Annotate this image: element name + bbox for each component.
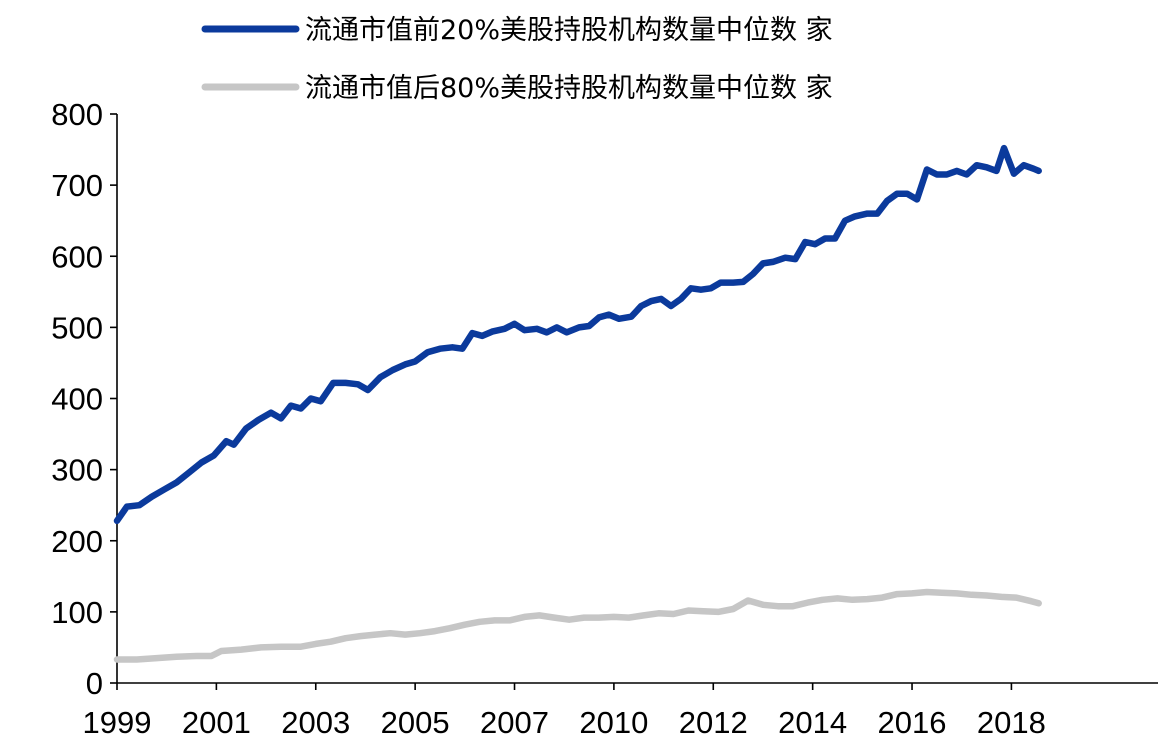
series-line-bottom80 [113, 588, 1042, 663]
x-tick-label: 2005 [381, 705, 450, 740]
series-line-top20 [113, 144, 1042, 525]
x-tick-label: 2014 [778, 705, 847, 740]
y-tick-label: 500 [51, 310, 103, 345]
legend: 流通市值前20%美股持股机构数量中位数 家 流通市值后80%美股持股机构数量中位… [201, 15, 833, 104]
series-lines [113, 144, 1042, 663]
y-tick-label: 100 [51, 595, 103, 630]
y-tick-label: 400 [51, 382, 103, 417]
y-tick-label: 200 [51, 524, 103, 559]
y-tick-label: 0 [86, 666, 103, 701]
y-tick-label: 600 [51, 239, 103, 274]
x-tick-label: 2010 [579, 705, 648, 740]
x-tick-label: 2018 [977, 705, 1046, 740]
legend-label-bottom80: 流通市值后80%美股持股机构数量中位数 家 [305, 73, 833, 104]
x-tick-label: 2007 [480, 705, 549, 740]
x-tick-label: 2016 [878, 705, 947, 740]
x-tick-label: 1999 [83, 705, 152, 740]
y-axis-ticks: 0 100 200 300 400 500 600 700 800 [51, 97, 117, 701]
x-tick-label: 2003 [281, 705, 350, 740]
x-tick-label: 2012 [679, 705, 748, 740]
y-tick-label: 800 [51, 97, 103, 132]
legend-label-top20: 流通市值前20%美股持股机构数量中位数 家 [305, 15, 833, 46]
y-tick-label: 300 [51, 453, 103, 488]
x-axis-ticks: 1999 2001 2003 2005 2007 2010 2012 2014 2016 2018 [83, 683, 1046, 740]
y-tick-label: 700 [51, 168, 103, 203]
x-tick-label: 2001 [182, 705, 251, 740]
